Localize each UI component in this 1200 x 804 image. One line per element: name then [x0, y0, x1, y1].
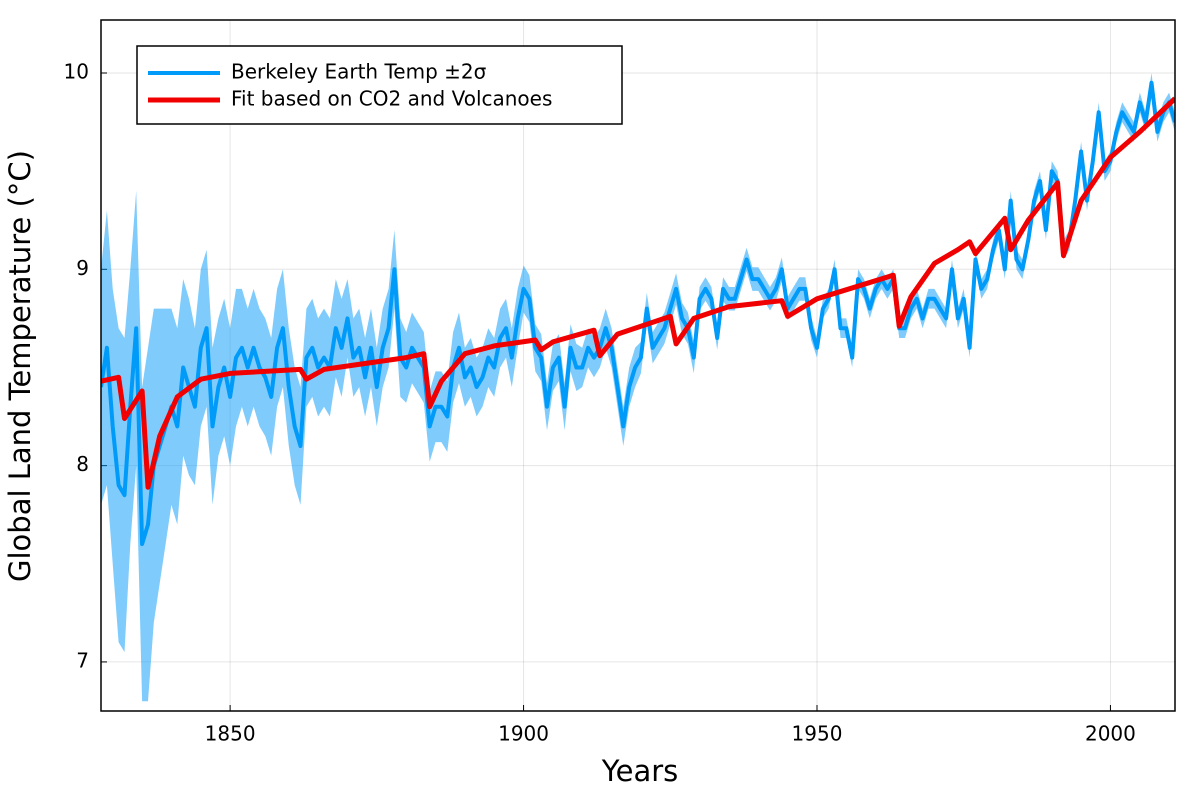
y-tick-label: 10	[64, 60, 89, 84]
legend-label: Fit based on CO2 and Volcanoes	[231, 87, 552, 111]
series-line	[101, 96, 1175, 490]
y-tick-label: 7	[76, 648, 89, 672]
x-tick-label: 1950	[792, 722, 843, 746]
series-line	[101, 80, 1175, 547]
x-tick-label: 1850	[205, 722, 256, 746]
x-tick-label: 1900	[498, 722, 549, 746]
uncertainty-band	[101, 73, 1175, 702]
legend-label: Berkeley Earth Temp ±2σ	[231, 60, 487, 84]
x-tick-label: 2000	[1085, 722, 1136, 746]
y-axis-title: Global Land Temperature (°C)	[3, 150, 37, 582]
plot-frame	[100, 19, 1176, 712]
y-tick-label: 8	[76, 452, 89, 476]
y-tick-label: 9	[76, 256, 89, 280]
legend-box	[136, 45, 623, 125]
x-axis-title: Years	[601, 754, 679, 788]
